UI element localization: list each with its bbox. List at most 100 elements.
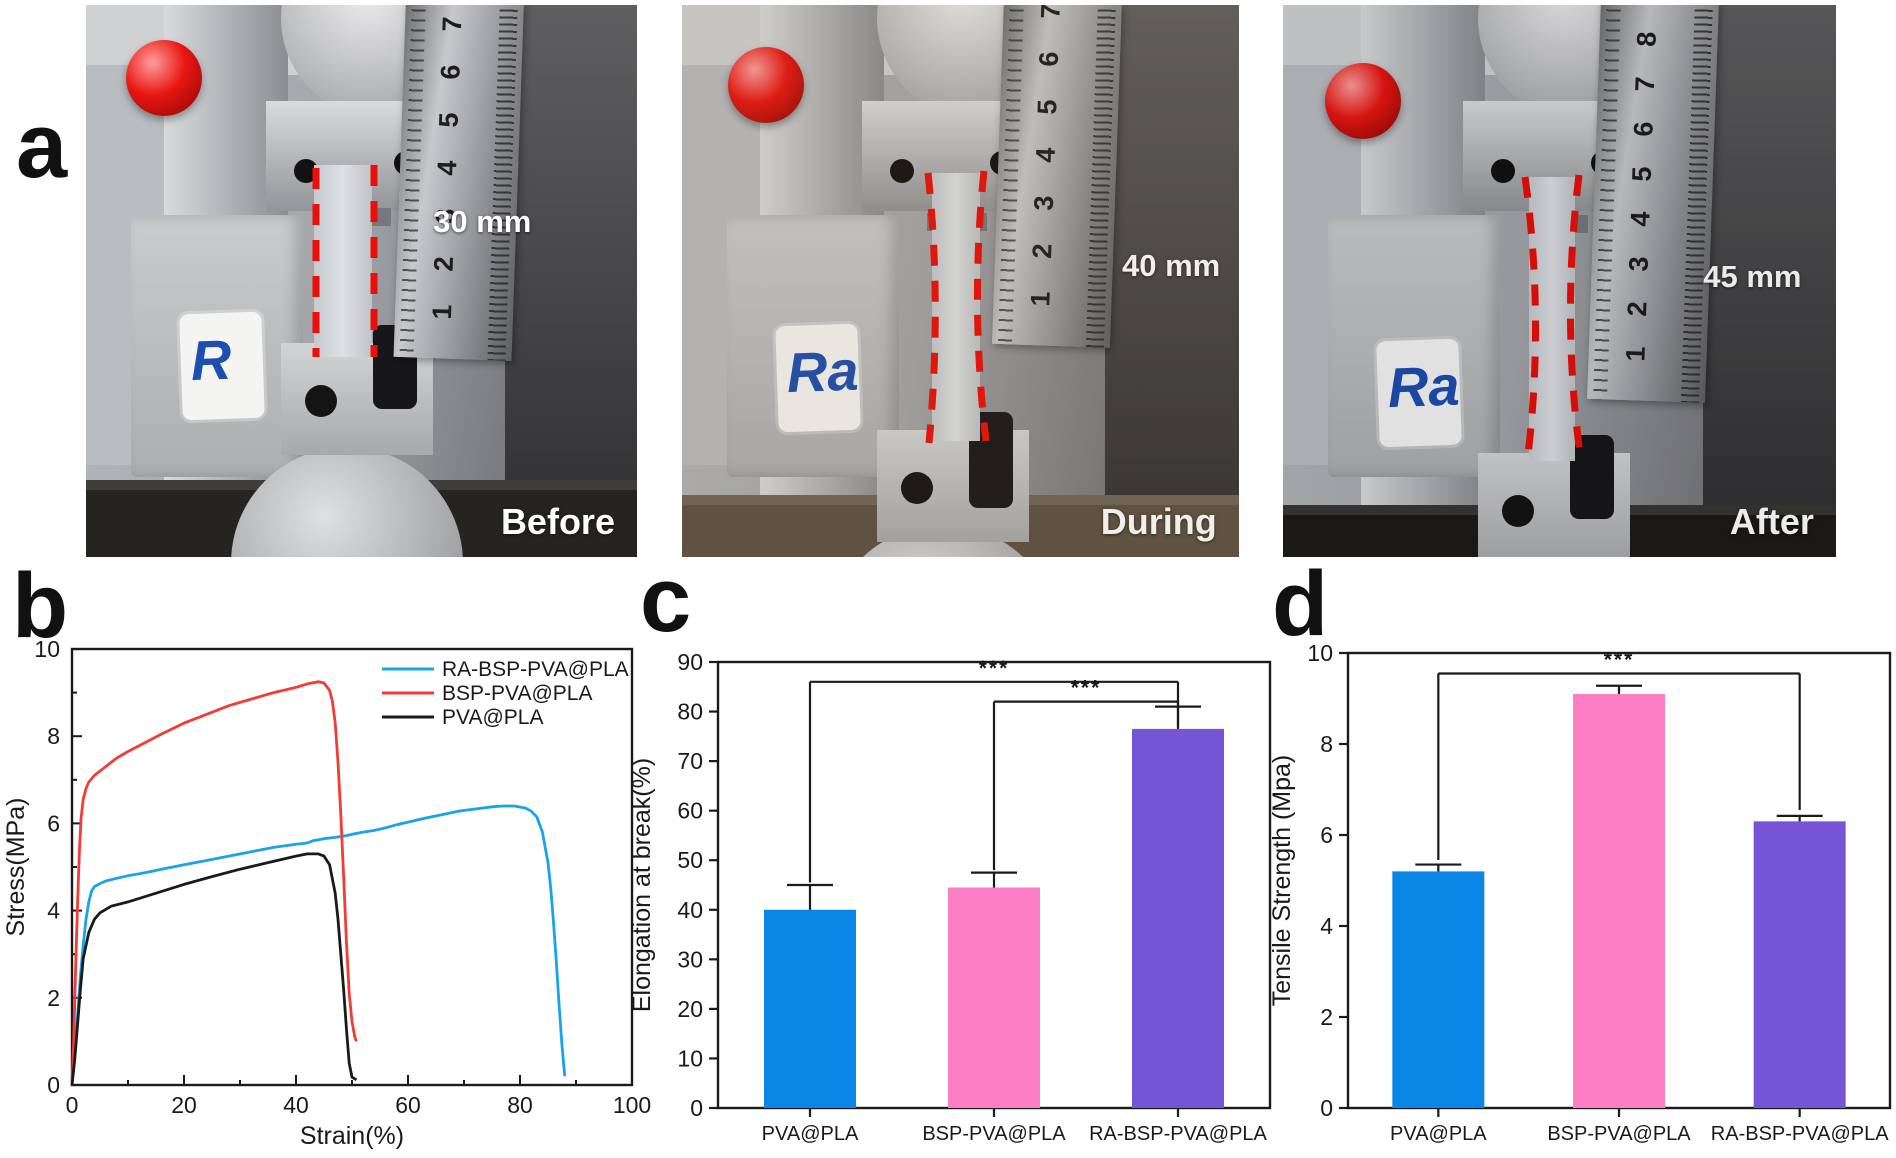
brand-logo: Ra	[1376, 338, 1462, 448]
bar-RA-BSP-PVA@PLA	[1132, 728, 1224, 1108]
series-BSP-PVA@PLA	[70, 680, 358, 1086]
dark-background	[504, 5, 637, 557]
specimen-outline-overlay	[1521, 174, 1585, 464]
specimen-outline-overlay	[924, 170, 990, 444]
grip-bolt	[1570, 435, 1614, 519]
y-tick-label: 20	[677, 996, 703, 1022]
red-knob	[1325, 63, 1401, 139]
significance-stars: ***	[1071, 677, 1102, 700]
dark-background	[1105, 5, 1239, 557]
dashed-outline-right	[973, 170, 990, 442]
error-bar	[1776, 814, 1823, 822]
category-label: BSP-PVA@PLA	[1547, 1123, 1691, 1145]
error-bar	[971, 871, 1017, 888]
dashed-outline-right	[1566, 174, 1585, 462]
error-bar	[1596, 684, 1642, 694]
bar-PVA@PLA	[1392, 871, 1485, 1108]
series-RA-BSP-PVA@PLA	[70, 804, 567, 1086]
x-tick-label: 80	[507, 1092, 533, 1118]
y-tick-label: 4	[1320, 913, 1333, 939]
category-label: PVA@PLA	[1390, 1123, 1487, 1145]
panel-label-d: d	[1272, 553, 1329, 655]
y-tick-label: 10	[34, 636, 60, 662]
bar-RA-BSP-PVA@PLA	[1753, 821, 1846, 1108]
x-axis: 0 20 40 60 80 100 Strain(%)	[66, 1075, 651, 1150]
tensile-strength-bar-chart: 0 2 4 6 8 10 Tensile Strength (Mpa) PVA@PLA BSP-…	[1268, 640, 1892, 1145]
bolt-hole-icon	[890, 159, 914, 183]
y-tick-label: 8	[1320, 731, 1333, 757]
legend-label: PVA@PLA	[442, 706, 543, 729]
x-tick-label: 0	[66, 1092, 79, 1118]
legend-label: RA-BSP-PVA@PLA	[442, 658, 629, 681]
y-axis-title: Tensile Strength (Mpa)	[1268, 755, 1296, 1007]
gauge-length-label: 30 mm	[433, 203, 532, 239]
panel-label-c: c	[640, 549, 692, 651]
y-tick-label: 0	[690, 1095, 703, 1121]
grip-hole	[305, 385, 337, 417]
specimen-outline-overlay	[312, 165, 378, 357]
y-tick-label: 6	[1320, 822, 1333, 848]
y-tick-label: 60	[677, 798, 703, 824]
brand-logo: R	[179, 311, 265, 421]
y-axis-title: Stress(MPa)	[2, 798, 30, 937]
category-label: PVA@PLA	[762, 1123, 859, 1145]
dashed-outline-left	[924, 172, 939, 444]
y-tick-label: 10	[677, 1045, 703, 1071]
x-tick-label: 20	[171, 1092, 197, 1118]
series-PVA@PLA	[70, 852, 358, 1086]
y-tick-label: 2	[1320, 1004, 1333, 1030]
phase-label: After	[1729, 501, 1814, 543]
y-tick-label: 6	[47, 810, 60, 836]
significance-bracket: ***	[992, 677, 1180, 871]
lower-grip-block	[1478, 435, 1630, 557]
phase-label: Before	[500, 501, 615, 543]
x-tick-label: 100	[613, 1092, 651, 1118]
phase-label: During	[1100, 501, 1217, 543]
y-axis-title: Elongation at break(%)	[628, 758, 656, 1012]
category-label: BSP-PVA@PLA	[922, 1123, 1066, 1145]
significance-bracket: ***	[1437, 648, 1801, 861]
y-axis: 0 10 20 30 40 50 60 70 80 90 Elongation at break(%…	[628, 649, 718, 1121]
y-tick-label: 70	[677, 748, 703, 774]
x-axis-title: Strain(%)	[300, 1122, 404, 1150]
brand-logo-text: Ra	[1386, 353, 1461, 420]
y-tick-label: 30	[677, 946, 703, 972]
y-tick-label: 0	[1320, 1095, 1333, 1121]
lower-grip-block	[877, 412, 1029, 542]
red-knob	[126, 40, 202, 116]
y-tick-label: 40	[677, 897, 703, 923]
brand-logo: Ra	[775, 323, 861, 433]
y-tick-label: 0	[47, 1072, 60, 1098]
y-tick-label: 2	[47, 985, 60, 1011]
x-tick-label: 60	[395, 1092, 421, 1118]
bolt-hole-icon	[1491, 159, 1515, 183]
grip-hole	[1502, 495, 1534, 527]
specimen-strip	[314, 165, 372, 357]
panel-label-a: a	[16, 95, 68, 197]
brand-logo-text: R	[189, 327, 233, 393]
y-tick-label: 50	[677, 847, 703, 873]
lower-grip-block	[281, 325, 433, 455]
x-tick-label: 40	[283, 1092, 309, 1118]
grip-hole	[901, 472, 933, 504]
elongation-bar-chart: 0 10 20 30 40 50 60 70 80 90 Elongation at break(%…	[628, 649, 1272, 1145]
bar-BSP-PVA@PLA	[948, 887, 1040, 1108]
legend-label: BSP-PVA@PLA	[442, 682, 593, 705]
brand-logo-text: Ra	[785, 338, 860, 405]
panel-label-b: b	[12, 555, 69, 657]
error-bar	[787, 883, 833, 910]
red-knob	[728, 47, 804, 123]
dashed-outline-left	[1521, 176, 1540, 464]
significance-stars: ***	[979, 657, 1010, 680]
category-label: RA-BSP-PVA@PLA	[1711, 1123, 1889, 1145]
dark-background	[1703, 5, 1836, 557]
stress-strain-chart: 0 20 40 60 80 100 Strain(%) 0 2 4 6 8 10 Stress(MPa) R…	[2, 636, 651, 1150]
y-axis: 0 2 4 6 8 10 Stress(MPa)	[2, 636, 82, 1098]
bar-PVA@PLA	[764, 909, 856, 1108]
error-bar	[1415, 863, 1462, 872]
